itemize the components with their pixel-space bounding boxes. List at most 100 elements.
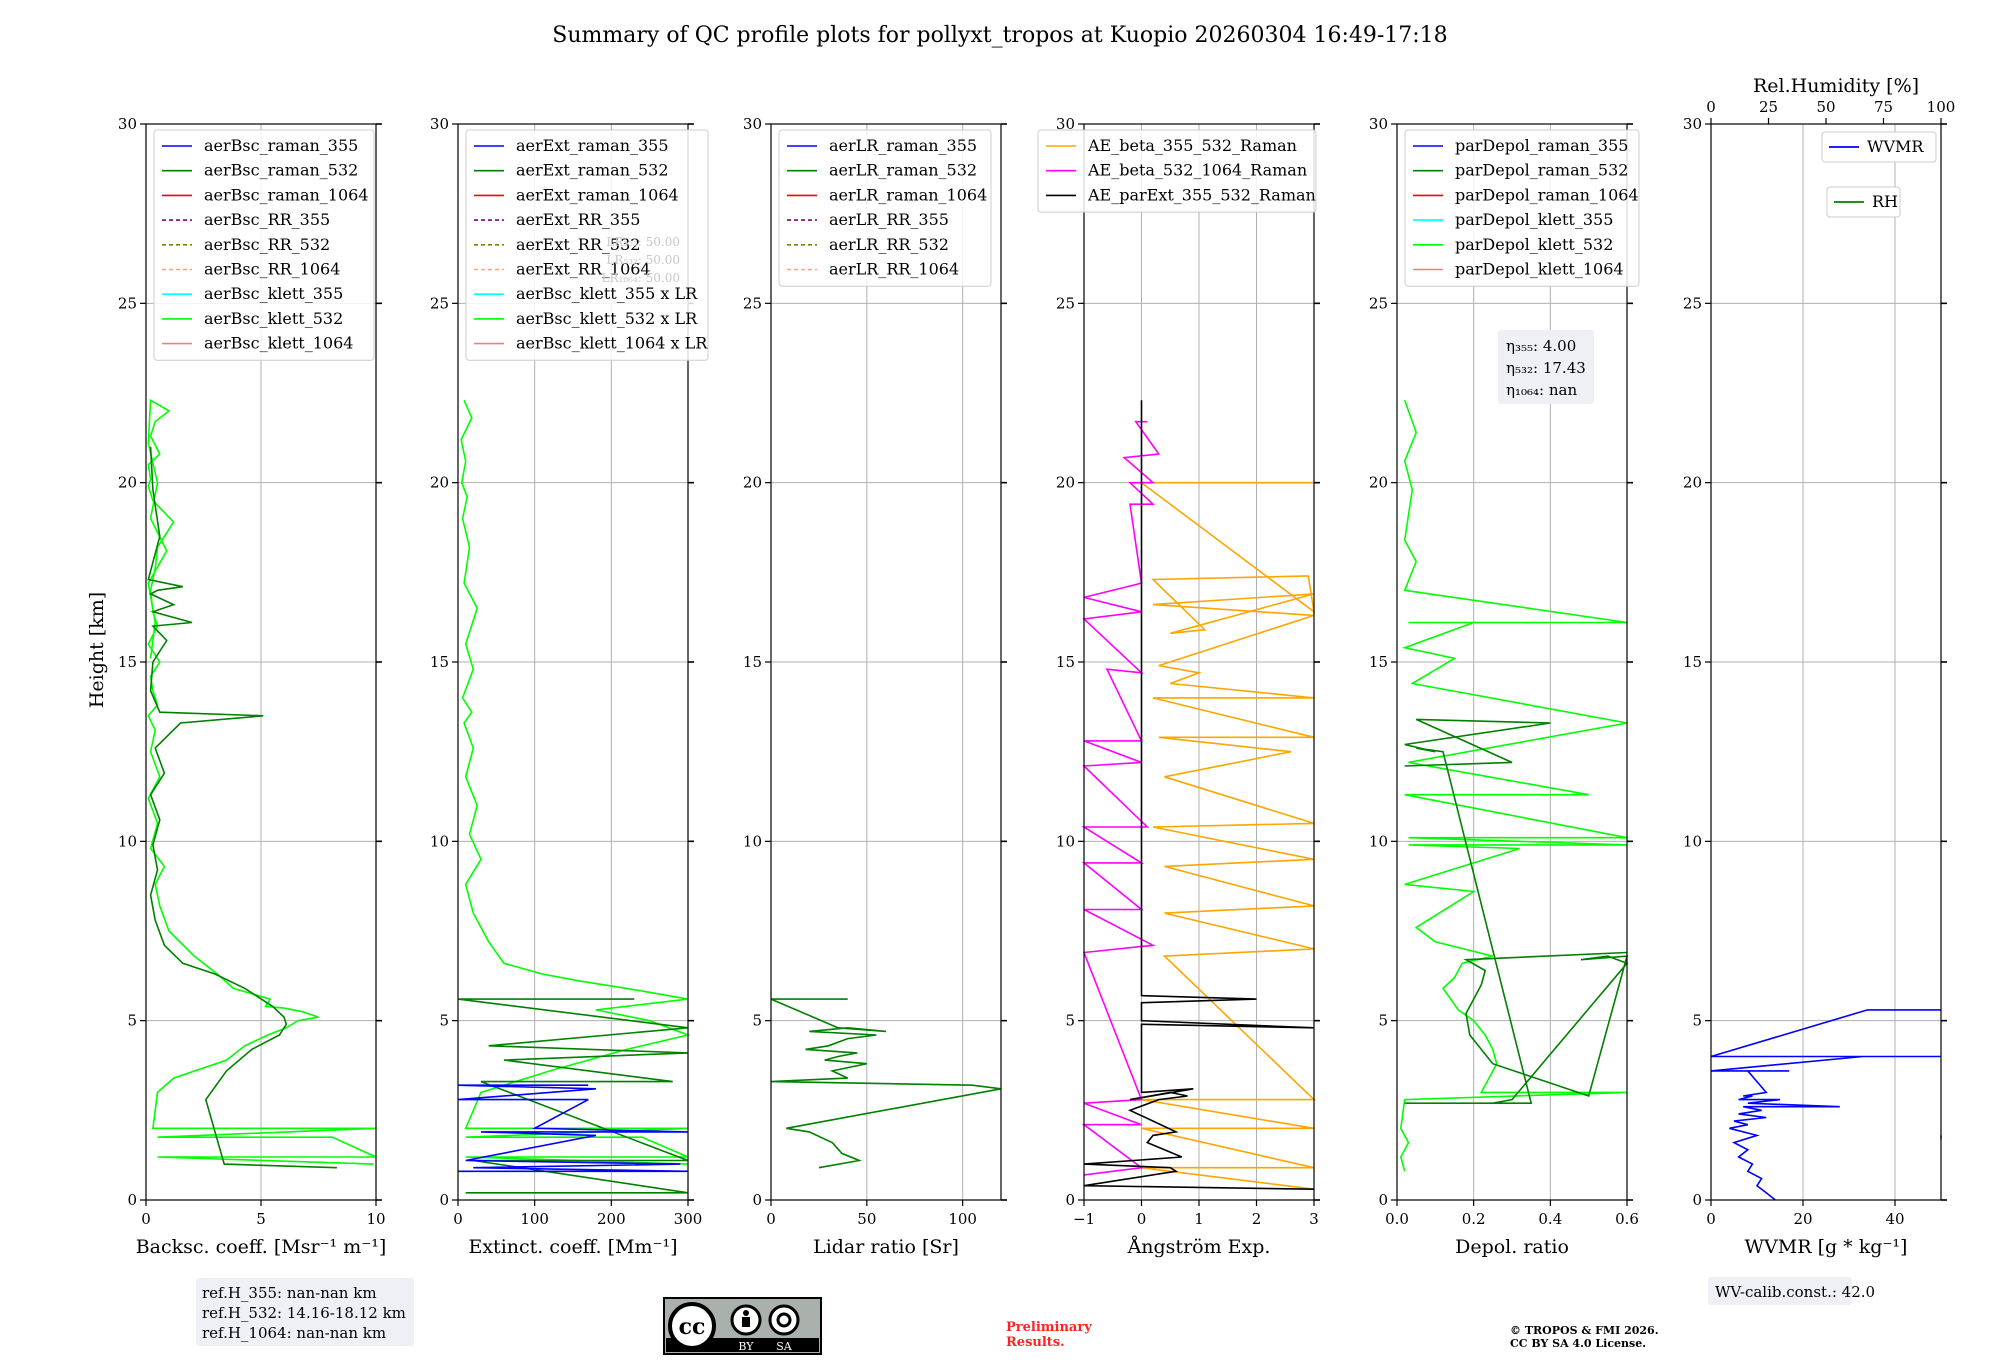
water-vapour-y-tick-label: 25 xyxy=(1683,294,1702,312)
legend-label: aerLR_raman_1064 xyxy=(829,185,987,204)
water-vapour-y-tick-label: 5 xyxy=(1692,1012,1702,1030)
depolarization-y-tick-label: 10 xyxy=(1369,832,1388,850)
depolarization-x-tick-label: 0.6 xyxy=(1615,1210,1639,1228)
extinction-y-tick-label: 25 xyxy=(430,294,449,312)
lidar-ratio-note: LR₁₀₆₄: 50.00 xyxy=(602,271,680,285)
series-AE_beta_355_532_Raman xyxy=(1139,481,1316,1190)
cc-license-badge: cc BY SA xyxy=(663,1297,822,1355)
lidar-ratio-y-tick-label: 0 xyxy=(752,1191,762,1209)
preliminary-line-1: Preliminary xyxy=(1006,1320,1092,1335)
eta-value: η₅₃₂: 17.43 xyxy=(1506,359,1586,377)
legend-label: aerExt_raman_1064 xyxy=(516,185,679,204)
extinction-y-tick-label: 10 xyxy=(430,832,449,850)
backscatter-y-tick-label: 25 xyxy=(118,294,137,312)
extinction-y-tick-label: 20 xyxy=(430,474,449,492)
legend-label: aerBsc_raman_532 xyxy=(204,161,358,180)
legend-label: aerBsc_raman_1064 xyxy=(204,185,369,204)
extinction-x-tick-label: 300 xyxy=(674,1210,703,1228)
depolarization-y-tick-label: 15 xyxy=(1369,653,1388,671)
lidar-ratio-y-tick-label: 20 xyxy=(743,474,762,492)
series-aerBsc_klett_532 xyxy=(147,398,377,1165)
legend-label: aerBsc_klett_532 xyxy=(204,309,343,328)
legend-box xyxy=(1037,129,1317,213)
by-person-head-icon xyxy=(743,1310,749,1316)
preliminary-line-2: Results. xyxy=(1006,1335,1065,1350)
legend-label: aerExt_raman_355 xyxy=(516,136,669,155)
rh-top-tick-label: 25 xyxy=(1759,98,1778,116)
eta-value: η₃₅₅: 4.00 xyxy=(1506,337,1576,355)
legend-label: parDepol_raman_532 xyxy=(1455,161,1628,180)
by-person-body-icon xyxy=(742,1317,750,1327)
legend-box xyxy=(1404,129,1640,287)
extinction-x-tick-label: 200 xyxy=(597,1210,626,1228)
y-axis-label: Height [km] xyxy=(86,592,108,708)
legend-label: aerBsc_RR_1064 xyxy=(204,260,340,279)
lidar-ratio-y-tick-label: 5 xyxy=(752,1012,762,1030)
series-AE_parExt_355_532_Raman xyxy=(1083,400,1315,1190)
legend-label: aerBsc_RR_355 xyxy=(204,210,330,229)
rh-top-tick-label: 100 xyxy=(1927,98,1956,116)
lidar-ratio-x-tick-label: 0 xyxy=(766,1210,776,1228)
legend-label: aerLR_raman_355 xyxy=(829,136,977,155)
depolarization-y-tick-label: 0 xyxy=(1378,1191,1388,1209)
lidar-ratio-y-tick-label: 30 xyxy=(743,115,762,133)
water-vapour-y-tick-label: 20 xyxy=(1683,474,1702,492)
legend-label: RH xyxy=(1872,192,1898,211)
legend-box xyxy=(1821,131,1937,163)
legend-label: WVMR xyxy=(1867,137,1924,156)
lidar-ratio-note: LR₃₅₅: 50.00 xyxy=(606,235,680,249)
water-vapour-x-tick-label: 0 xyxy=(1706,1210,1716,1228)
legend-label: parDepol_klett_532 xyxy=(1455,235,1613,254)
water-vapour-x-tick-label: 40 xyxy=(1885,1210,1904,1228)
water-vapour-y-tick-label: 10 xyxy=(1683,832,1702,850)
angstrom-x-tick-label: 2 xyxy=(1252,1210,1262,1228)
lidar-ratio-x-tick-label: 50 xyxy=(857,1210,876,1228)
backscatter-y-tick-label: 20 xyxy=(118,474,137,492)
extinction-y-tick-label: 15 xyxy=(430,653,449,671)
eta-box: η₃₅₅: 4.00 η₅₃₂: 17.43 η₁₀₆₄: nan xyxy=(1498,330,1594,404)
series-aerBsc_raman_532 xyxy=(147,446,337,1169)
sa-share-arrow-icon xyxy=(776,1312,792,1328)
angstrom-y-tick-label: 5 xyxy=(1065,1012,1075,1030)
depolarization-x-tick-label: 0.0 xyxy=(1385,1210,1409,1228)
angstrom-x-tick-label: 3 xyxy=(1309,1210,1319,1228)
cc-logo-icon xyxy=(668,1302,716,1350)
angstrom-x-tick-label: 0 xyxy=(1137,1210,1147,1228)
extinction-x-axis-label: Extinct. coeff. [Mm⁻¹] xyxy=(468,1236,677,1258)
extinction-x-tick-label: 0 xyxy=(453,1210,463,1228)
legend-label: aerLR_RR_355 xyxy=(829,210,949,229)
legend-rh: RH xyxy=(1826,186,1901,218)
backscatter-y-tick-label: 0 xyxy=(127,1191,137,1209)
depolarization-legend: parDepol_raman_355 parDepol_raman_532 parD… xyxy=(1404,129,1640,287)
ref-height-355: ref.H_355: nan-nan km xyxy=(202,1284,377,1302)
legend-label: AE_beta_532_1064_Raman xyxy=(1087,161,1307,180)
legend-label: parDepol_raman_1064 xyxy=(1455,185,1639,204)
extinction-x-tick-label: 100 xyxy=(520,1210,549,1228)
backscatter-legend: aerBsc_raman_355 aerBsc_raman_532 aerBsc_r… xyxy=(153,129,375,361)
legend-label: aerLR_RR_532 xyxy=(829,235,949,254)
legend-label: aerBsc_klett_355 x LR xyxy=(516,284,698,303)
by-label: BY xyxy=(738,1340,754,1353)
series-aerExt_raman_355 xyxy=(457,1084,689,1173)
depolarization-y-tick-label: 5 xyxy=(1378,1012,1388,1030)
ref-height-532: ref.H_532: 14.16-18.12 km xyxy=(202,1304,406,1322)
extinction-y-tick-label: 5 xyxy=(439,1012,449,1030)
angstrom-y-tick-label: 25 xyxy=(1056,294,1075,312)
legend-box xyxy=(153,129,375,361)
legend-label: aerLR_raman_532 xyxy=(829,161,977,180)
depolarization-y-tick-label: 20 xyxy=(1369,474,1388,492)
reference-heights-box: ref.H_355: nan-nan km ref.H_532: 14.16-1… xyxy=(196,1278,414,1346)
lidar-ratio-legend: aerLR_raman_355 aerLR_raman_532 aerLR_rama… xyxy=(778,129,992,287)
extinction-y-tick-label: 0 xyxy=(439,1191,449,1209)
legend-label: AE_parExt_355_532_Raman xyxy=(1087,185,1316,204)
legend-label: aerBsc_RR_532 xyxy=(204,235,330,254)
water-vapour-y-tick-label: 0 xyxy=(1692,1191,1702,1209)
water-vapour-y-tick-label: 30 xyxy=(1683,115,1702,133)
panel-backscatter: 0 5 10 15 20 25 30 0 5 10 Backsc. coeff. [Msr⁻¹ m⁻… xyxy=(118,115,386,1258)
copyright-line-1: © TROPOS & FMI 2026. xyxy=(1510,1324,1659,1337)
wv-calib-bg xyxy=(1708,1277,1852,1305)
angstrom-y-tick-label: 0 xyxy=(1065,1191,1075,1209)
legend-label: aerExt_RR_355 xyxy=(516,210,640,229)
water-vapour-x-tick-label: 20 xyxy=(1793,1210,1812,1228)
